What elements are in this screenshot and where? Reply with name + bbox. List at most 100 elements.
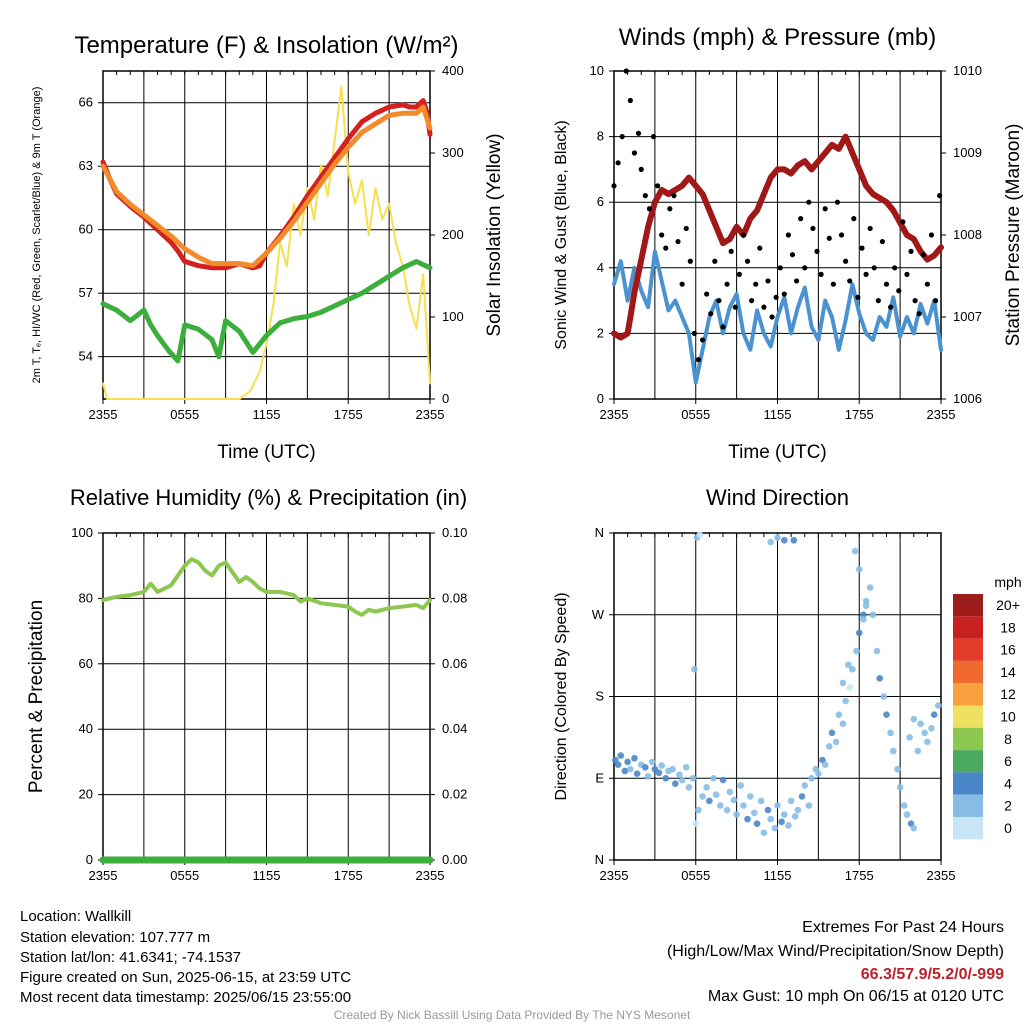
wdir-point — [883, 711, 890, 718]
temp-frame — [102, 70, 431, 400]
wdir-point — [726, 788, 734, 796]
gust-point — [802, 265, 808, 271]
gust-point — [761, 304, 767, 310]
wdir-point — [767, 815, 774, 823]
gust-point — [781, 291, 787, 297]
wdir-point — [710, 774, 717, 782]
temp-ytick-label: 63 — [79, 158, 93, 173]
wdir-frame — [613, 532, 942, 861]
temp-ylabel-right: Solar Insolation (Yellow) — [484, 133, 505, 336]
wdir-point — [855, 566, 863, 573]
credit-line: Created By Nick Bassill Using Data Provi… — [333, 1008, 691, 1022]
wdir-point — [751, 809, 758, 817]
gust-point — [708, 311, 714, 317]
gust-point — [769, 314, 775, 320]
wdir-point — [691, 665, 698, 673]
wdir-point — [644, 773, 652, 780]
temp-ytick-label: 57 — [79, 285, 93, 300]
wdir-ytick-label: W — [592, 607, 605, 622]
gust-point — [744, 258, 751, 264]
rh-xtick-label: 0555 — [170, 868, 199, 883]
gust-point — [810, 225, 816, 232]
wdir-point — [676, 771, 683, 778]
gust-point — [615, 160, 621, 166]
wdir-point — [821, 761, 829, 768]
wdir-point — [866, 584, 874, 591]
gust-point — [732, 304, 738, 310]
gust-point — [847, 278, 853, 284]
wdir-point — [903, 811, 911, 818]
temp-xtick-label: 2355 — [89, 407, 118, 422]
wdir-point — [921, 729, 928, 737]
gust-point — [932, 298, 939, 304]
wdir-ytick-label: S — [595, 689, 604, 704]
rh-y2tick-label: 0.04 — [442, 721, 467, 736]
rh-ytick-label: 0 — [86, 852, 93, 867]
gust-point — [642, 193, 648, 199]
rh-xtick-label: 1755 — [334, 868, 363, 883]
winds-xtick-label: 2355 — [600, 407, 629, 422]
gust-point — [806, 199, 812, 205]
gust-point — [671, 193, 677, 199]
legend-label: 8 — [1004, 731, 1012, 747]
gust-point — [830, 281, 836, 287]
wdir-point — [774, 802, 781, 809]
temp-ytick-label: 54 — [79, 349, 93, 364]
wdir-point — [890, 747, 897, 755]
legend-swatch — [953, 794, 983, 817]
rh-ytick-label: 20 — [79, 787, 93, 802]
winds-title: Winds (mph) & Pressure (mb) — [619, 24, 936, 51]
gust-point — [900, 219, 906, 225]
wdir-point — [689, 774, 697, 782]
gust-point — [826, 235, 832, 241]
rh-series-line — [101, 557, 432, 617]
gust-point — [704, 291, 710, 297]
wdir-point — [914, 747, 922, 755]
temp-xtick-label: 1155 — [253, 407, 281, 422]
wdir-ytick-label: N — [595, 852, 604, 867]
gust-point — [663, 245, 669, 251]
temp-ytick-label: 66 — [79, 95, 93, 110]
wdir-point — [855, 629, 863, 637]
gust-point — [740, 232, 747, 238]
rh-y2tick-label: 0.10 — [442, 525, 467, 540]
winds-y2tick-label: 1007 — [953, 309, 982, 324]
wdir-point — [880, 693, 888, 700]
wdir-point — [642, 764, 649, 771]
winds-series-line — [611, 133, 944, 341]
gust-point — [635, 130, 642, 136]
legend-label: 18 — [1000, 619, 1016, 635]
wdir-point — [627, 765, 634, 773]
wdir-point — [896, 784, 904, 791]
temp-y2tick-label: 400 — [442, 63, 464, 78]
temp-xtick-label: 2355 — [416, 407, 445, 422]
wdir-point — [730, 796, 738, 804]
wdir-point — [887, 729, 894, 737]
gust-point — [867, 225, 873, 232]
gust-point — [793, 278, 800, 284]
legend-label: 10 — [1000, 709, 1016, 725]
gust-point — [785, 232, 792, 238]
wdir-point — [778, 818, 785, 826]
gust-point — [611, 183, 617, 189]
temp-y2tick-label: 200 — [442, 227, 464, 242]
winds-series-line — [612, 249, 943, 385]
legend-swatch — [953, 727, 983, 751]
wdir-point — [692, 820, 700, 827]
gust-point — [623, 68, 629, 74]
rh-title: Relative Humidity (%) & Precipitation (i… — [70, 485, 467, 510]
temp-xlabel: Time (UTC) — [217, 442, 316, 463]
wdir-point — [771, 824, 779, 832]
wdir-point — [703, 784, 710, 791]
gust-point — [716, 298, 722, 304]
gust-point — [896, 288, 902, 294]
gust-point — [627, 97, 633, 104]
winds-ytick-label: 6 — [597, 194, 604, 209]
wdir-point — [774, 534, 781, 541]
wdir-point — [815, 770, 822, 778]
rh-xtick-label: 2355 — [89, 868, 118, 883]
wdir-point — [781, 811, 788, 818]
gust-point — [887, 304, 894, 310]
wdir-point — [662, 774, 670, 782]
